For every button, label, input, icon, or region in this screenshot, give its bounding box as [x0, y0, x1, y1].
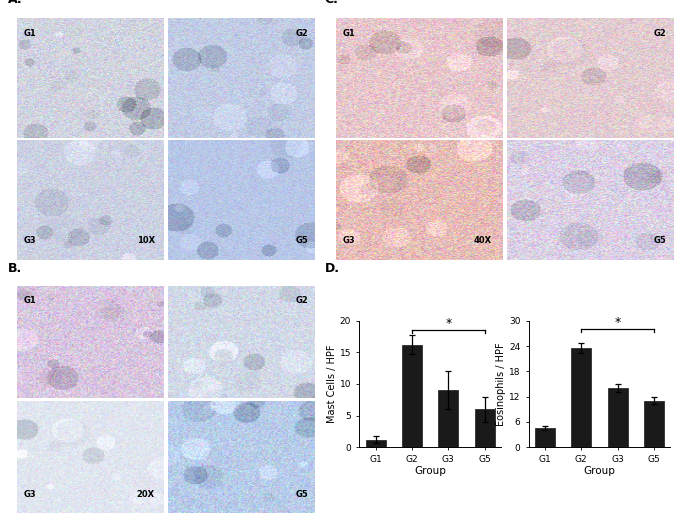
Text: 20X: 20X — [137, 490, 155, 499]
Bar — [571, 348, 591, 447]
Text: G5: G5 — [654, 236, 666, 245]
Text: G1: G1 — [23, 28, 37, 38]
Text: 40X: 40X — [474, 236, 492, 245]
Text: C.: C. — [325, 0, 339, 6]
Text: G1: G1 — [23, 296, 37, 305]
Bar — [535, 428, 555, 447]
Text: G5: G5 — [295, 490, 308, 499]
Text: A.: A. — [8, 0, 22, 6]
Text: G5: G5 — [295, 236, 308, 245]
Text: D.: D. — [325, 262, 340, 275]
Y-axis label: Mast Cells / HPF: Mast Cells / HPF — [327, 345, 337, 423]
Bar — [475, 409, 495, 447]
Text: 10X: 10X — [137, 236, 155, 245]
Text: *: * — [445, 317, 451, 330]
Bar — [607, 388, 627, 447]
Text: G3: G3 — [343, 236, 355, 245]
Y-axis label: Eosinophils / HPF: Eosinophils / HPF — [496, 342, 506, 426]
Text: G2: G2 — [654, 28, 666, 38]
Bar — [438, 390, 458, 447]
Text: G3: G3 — [23, 490, 36, 499]
Text: B.: B. — [8, 262, 22, 275]
Bar — [402, 345, 422, 447]
Text: *: * — [614, 316, 621, 329]
Text: G1: G1 — [343, 28, 355, 38]
Bar — [366, 440, 386, 447]
Text: G3: G3 — [23, 236, 36, 245]
X-axis label: Group: Group — [583, 466, 616, 476]
Text: G2: G2 — [295, 28, 308, 38]
Bar — [644, 401, 664, 447]
Text: G2: G2 — [295, 296, 308, 305]
X-axis label: Group: Group — [414, 466, 446, 476]
